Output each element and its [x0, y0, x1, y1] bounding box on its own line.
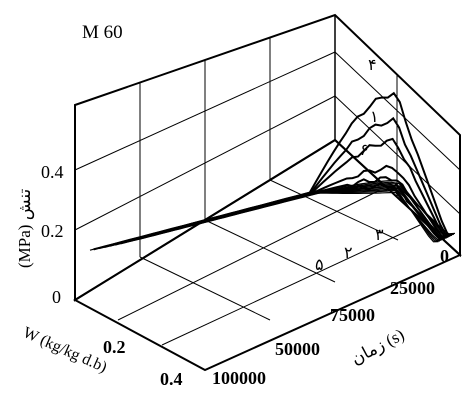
y-tick-label: 0.2 [103, 337, 126, 357]
x-tick-label: 50000 [275, 339, 320, 359]
x-axis-ticks: 0 25000 75000 50000 100000 [212, 246, 449, 388]
background-strand [130, 189, 442, 242]
z-tick-label: 0 [52, 287, 61, 307]
series-label: ۱ [370, 107, 379, 126]
y-axis-title: W (kg/kg d.b) [20, 324, 109, 376]
series-label: ۶ [360, 140, 369, 159]
x-axis-title: زمان (s) [348, 325, 408, 370]
series-label: ۳ [375, 225, 384, 244]
x-tick-label: 100000 [212, 368, 266, 388]
y-axis-ticks: 0.2 0.4 [103, 337, 183, 389]
z-tick-label: 0.4 [41, 162, 64, 182]
x-tick-label: 25000 [390, 278, 435, 298]
series-label: ۴ [368, 55, 377, 74]
series-line-6 [120, 182, 445, 245]
series-label: ۲ [344, 243, 353, 262]
series-line-1 [93, 91, 454, 251]
z-tick-label: 0.2 [41, 221, 64, 241]
z-axis-title: (MPa) تنش [15, 188, 35, 268]
chart-title: M 60 [82, 22, 123, 43]
x-tick-label: 0 [440, 246, 449, 266]
y-tick-label: 0.4 [160, 369, 183, 389]
series-label: ۵ [315, 255, 324, 274]
x-tick-label: 75000 [330, 305, 375, 325]
series-labels: ۴ ۱۶ ۳ ۲ ۵ [315, 55, 384, 274]
series-curves [89, 91, 456, 251]
z-axis-ticks: 0.4 0.2 0 [41, 162, 64, 307]
floor-plane [72, 138, 462, 372]
